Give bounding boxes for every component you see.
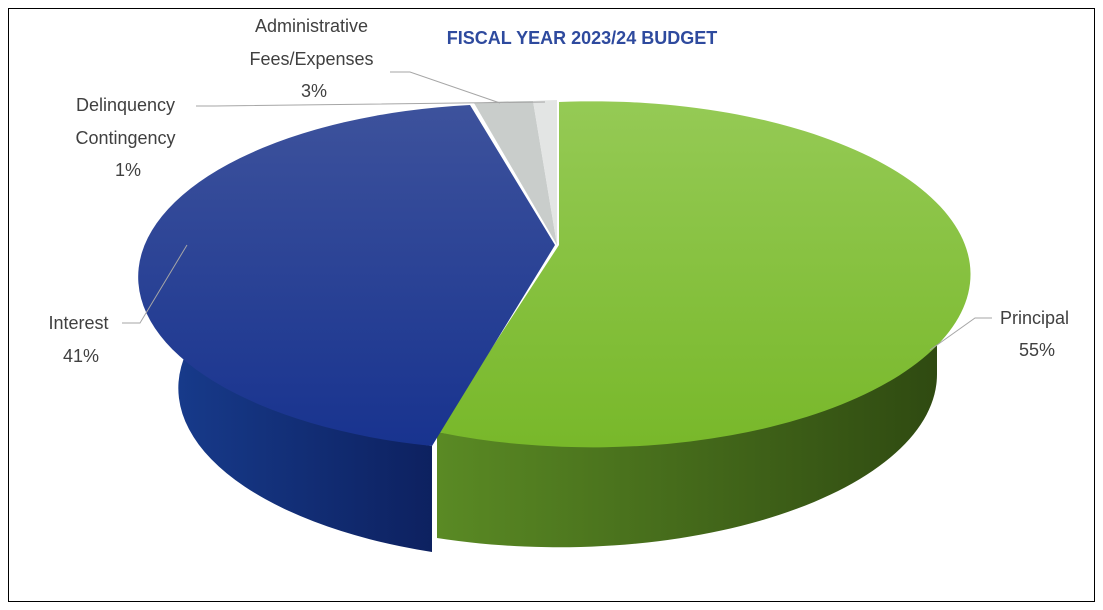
data-label-delinquency-value: 1%	[115, 160, 141, 180]
leader-line-principal	[929, 317, 992, 351]
leader-line-delinquency	[196, 101, 546, 107]
slice-principal-top	[437, 101, 971, 448]
leader-line-interest	[122, 244, 188, 324]
data-label-principal-value: 55%	[1019, 340, 1055, 360]
data-label-delinquency: Delinquency Contingency 1%	[75, 95, 180, 180]
slice-interest-top	[138, 105, 556, 446]
leader-line-admin-fees	[390, 71, 501, 104]
chart-title: FISCAL YEAR 2023/24 BUDGET	[447, 28, 717, 48]
slice-admin-fees-top	[474, 100, 557, 245]
data-label-interest: Interest 41%	[48, 313, 113, 366]
data-label-interest-name: Interest	[48, 313, 108, 333]
data-label-interest-value: 41%	[63, 346, 99, 366]
slice-delinquency-top	[533, 100, 557, 245]
slice-interest-side	[178, 245, 432, 552]
data-label-principal-name: Principal	[1000, 308, 1069, 328]
data-label-principal: Principal 55%	[1000, 308, 1074, 360]
slice-principal-side	[437, 268, 938, 548]
data-label-admin-fees: Administrative Fees/Expenses 3%	[249, 16, 378, 101]
data-label-admin-fees-value: 3%	[301, 81, 327, 101]
